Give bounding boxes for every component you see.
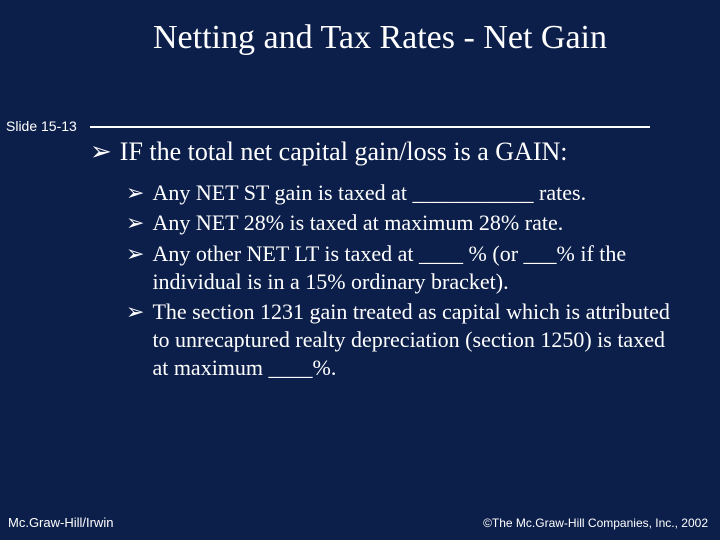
bullet-level2-text: Any NET 28% is taxed at maximum 28% rate…	[152, 209, 563, 237]
bullet-level2: ➢ Any NET 28% is taxed at maximum 28% ra…	[126, 209, 670, 237]
bullet-level2-text: Any NET ST gain is taxed at ___________ …	[152, 179, 586, 207]
bullet-level2-group: ➢ Any NET ST gain is taxed at __________…	[126, 179, 670, 382]
bullet-level1-text: IF the total net capital gain/loss is a …	[120, 136, 568, 167]
bullet-marker-icon: ➢	[126, 179, 144, 207]
bullet-level2-text: Any other NET LT is taxed at ____ % (or …	[152, 240, 670, 296]
bullet-level2: ➢ The section 1231 gain treated as capit…	[126, 298, 670, 382]
bullet-level2: ➢ Any NET ST gain is taxed at __________…	[126, 179, 670, 207]
slide-body: ➢ IF the total net capital gain/loss is …	[90, 136, 670, 384]
bullet-level1: ➢ IF the total net capital gain/loss is …	[90, 136, 670, 167]
bullet-marker-icon: ➢	[126, 209, 144, 237]
bullet-marker-icon: ➢	[126, 298, 144, 326]
footer-left: Mc.Graw-Hill/Irwin	[8, 515, 113, 530]
slide: Netting and Tax Rates - Net Gain Slide 1…	[0, 0, 720, 540]
slide-number-label: Slide 15-13	[6, 118, 77, 134]
bullet-marker-icon: ➢	[126, 240, 144, 268]
bullet-level2: ➢ Any other NET LT is taxed at ____ % (o…	[126, 240, 670, 296]
title-divider	[90, 126, 650, 128]
slide-title: Netting and Tax Rates - Net Gain	[136, 18, 624, 59]
bullet-marker-icon: ➢	[90, 136, 112, 167]
footer-right: ©The Mc.Graw-Hill Companies, Inc., 2002	[483, 516, 708, 530]
bullet-level2-text: The section 1231 gain treated as capital…	[152, 298, 670, 382]
